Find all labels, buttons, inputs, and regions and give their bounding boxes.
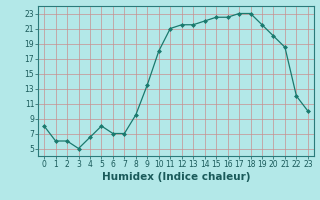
X-axis label: Humidex (Indice chaleur): Humidex (Indice chaleur) — [102, 172, 250, 182]
